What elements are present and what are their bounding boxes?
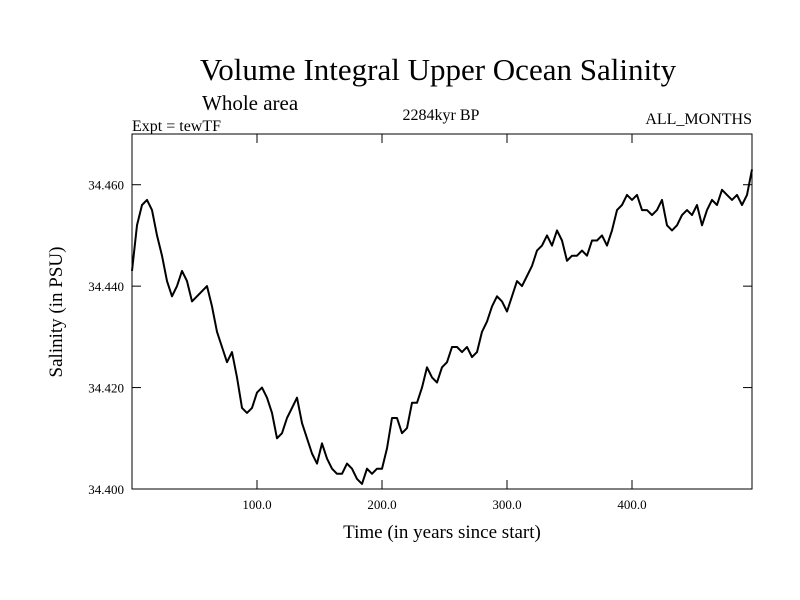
chart-title: Volume Integral Upper Ocean Salinity [200, 52, 677, 87]
x-axis-label: Time (in years since start) [343, 522, 541, 543]
y-axis-ticks: 34.400 34.420 34.440 34.460 [88, 178, 752, 497]
chart-subtitle: Whole area [202, 91, 299, 115]
y-axis-label: Salinity (in PSU) [46, 247, 67, 378]
y-tick-label: 34.460 [88, 178, 124, 193]
y-tick-label: 34.440 [88, 279, 124, 294]
months-label: ALL_MONTHS [645, 111, 752, 128]
y-tick-label: 34.400 [88, 482, 124, 497]
x-axis-ticks: 100.0 200.0 300.0 400.0 [242, 134, 647, 512]
period-label: 2284kyr BP [403, 107, 480, 124]
y-tick-label: 34.420 [88, 381, 124, 396]
salinity-series-line [131, 169, 753, 485]
x-tick-label: 100.0 [242, 497, 271, 512]
x-tick-label: 300.0 [492, 497, 521, 512]
x-tick-label: 200.0 [367, 497, 396, 512]
plot-frame [131, 133, 753, 490]
x-tick-label: 400.0 [617, 497, 646, 512]
experiment-label: Expt = tewTF [132, 118, 221, 135]
